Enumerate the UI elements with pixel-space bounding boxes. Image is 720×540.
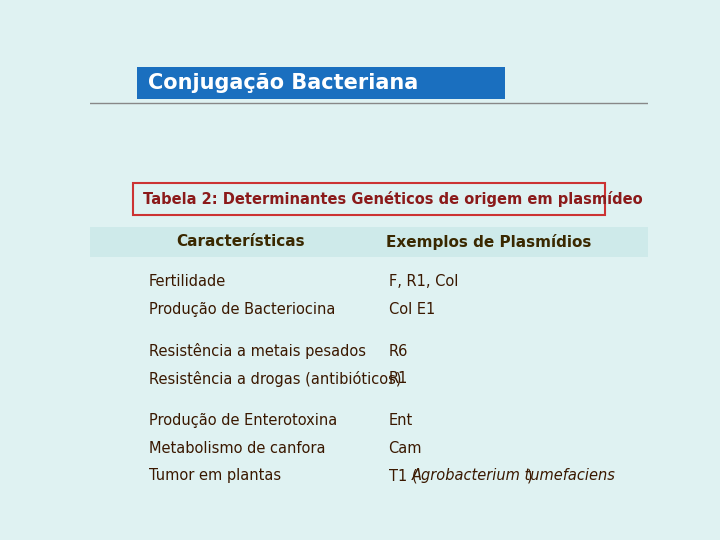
Text: Produção de Bacteriocina: Produção de Bacteriocina bbox=[148, 302, 335, 317]
Text: Exemplos de Plasmídios: Exemplos de Plasmídios bbox=[387, 234, 592, 250]
Text: Resistência a drogas (antibióticos): Resistência a drogas (antibióticos) bbox=[148, 371, 401, 387]
Text: Agrobacterium tumefaciens: Agrobacterium tumefaciens bbox=[412, 469, 616, 483]
Text: Produção de Enterotoxina: Produção de Enterotoxina bbox=[148, 413, 337, 428]
Text: Fertilidade: Fertilidade bbox=[148, 274, 226, 289]
Bar bbox=[137, 67, 505, 99]
Text: ): ) bbox=[526, 469, 532, 483]
Text: T1 (: T1 ( bbox=[389, 469, 417, 483]
Text: Cam: Cam bbox=[389, 441, 422, 456]
Text: Metabolismo de canfora: Metabolismo de canfora bbox=[148, 441, 325, 456]
Bar bbox=[90, 226, 648, 257]
Text: Tabela 2: Determinantes Genéticos de origem em plasmídeo: Tabela 2: Determinantes Genéticos de ori… bbox=[143, 191, 642, 207]
Text: Resistência a metais pesados: Resistência a metais pesados bbox=[148, 343, 366, 359]
Text: Tumor em plantas: Tumor em plantas bbox=[148, 469, 281, 483]
Text: Ent: Ent bbox=[389, 413, 413, 428]
Text: R6: R6 bbox=[389, 344, 408, 359]
Text: F, R1, Col: F, R1, Col bbox=[389, 274, 458, 289]
Text: R1: R1 bbox=[389, 372, 408, 387]
Text: Características: Características bbox=[176, 234, 305, 249]
Text: Col E1: Col E1 bbox=[389, 302, 435, 317]
Bar bbox=[132, 183, 606, 215]
Text: Conjugação Bacteriana: Conjugação Bacteriana bbox=[148, 73, 418, 93]
